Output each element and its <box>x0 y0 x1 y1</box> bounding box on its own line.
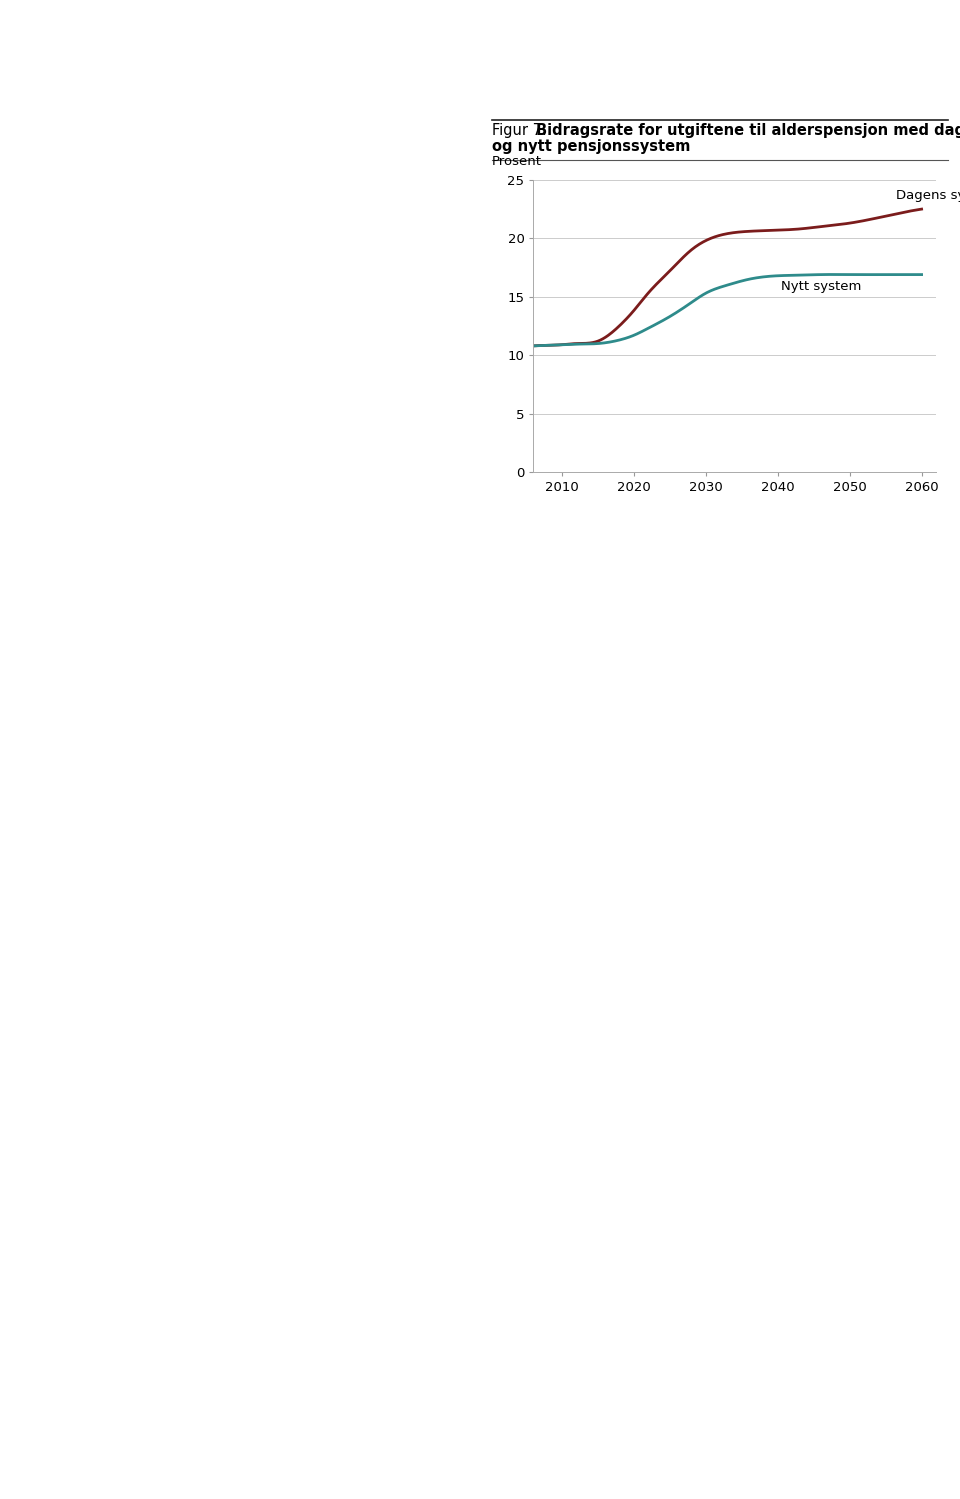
Text: og nytt pensjonssystem: og nytt pensjonssystem <box>492 139 690 154</box>
Text: Prosent: Prosent <box>492 154 541 168</box>
Text: Nytt system: Nytt system <box>781 280 861 294</box>
Text: Bidragsrate for utgiftene til alderspensjon med dagens: Bidragsrate for utgiftene til alderspens… <box>536 123 960 138</box>
Text: Dagens system: Dagens system <box>897 189 960 202</box>
Text: Figur 7.: Figur 7. <box>492 123 546 138</box>
